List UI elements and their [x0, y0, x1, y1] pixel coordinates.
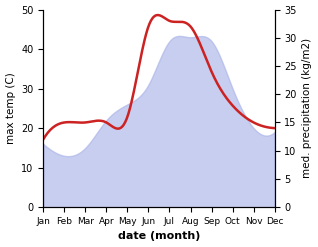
Y-axis label: med. precipitation (kg/m2): med. precipitation (kg/m2) [302, 38, 313, 178]
X-axis label: date (month): date (month) [118, 231, 200, 242]
Y-axis label: max temp (C): max temp (C) [5, 72, 16, 144]
